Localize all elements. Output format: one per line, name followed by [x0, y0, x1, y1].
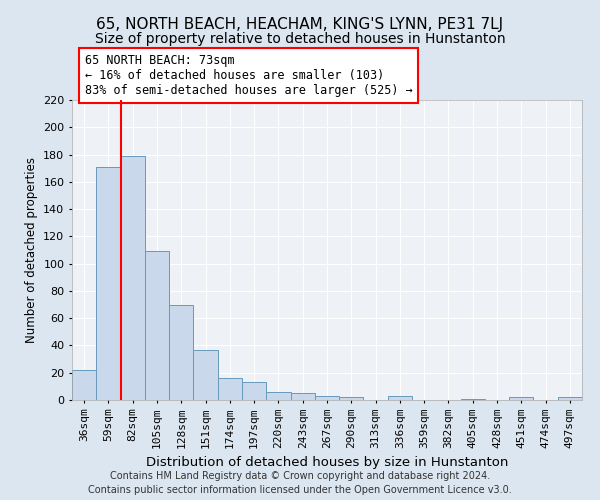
Bar: [388, 396, 412, 400]
Text: 65, NORTH BEACH, HEACHAM, KING'S LYNN, PE31 7LJ: 65, NORTH BEACH, HEACHAM, KING'S LYNN, P…: [97, 18, 503, 32]
Bar: [121, 156, 145, 400]
Bar: [193, 350, 218, 400]
Bar: [145, 252, 169, 400]
Bar: [461, 398, 485, 400]
Bar: [242, 382, 266, 400]
Bar: [266, 392, 290, 400]
Text: Size of property relative to detached houses in Hunstanton: Size of property relative to detached ho…: [95, 32, 505, 46]
Bar: [558, 398, 582, 400]
Text: 65 NORTH BEACH: 73sqm
← 16% of detached houses are smaller (103)
83% of semi-det: 65 NORTH BEACH: 73sqm ← 16% of detached …: [85, 54, 413, 97]
Bar: [72, 370, 96, 400]
Text: Contains HM Land Registry data © Crown copyright and database right 2024.
Contai: Contains HM Land Registry data © Crown c…: [88, 471, 512, 495]
Bar: [315, 396, 339, 400]
Bar: [169, 304, 193, 400]
Y-axis label: Number of detached properties: Number of detached properties: [25, 157, 38, 343]
Bar: [290, 393, 315, 400]
Bar: [509, 398, 533, 400]
Bar: [96, 167, 121, 400]
Bar: [218, 378, 242, 400]
Bar: [339, 398, 364, 400]
X-axis label: Distribution of detached houses by size in Hunstanton: Distribution of detached houses by size …: [146, 456, 508, 469]
